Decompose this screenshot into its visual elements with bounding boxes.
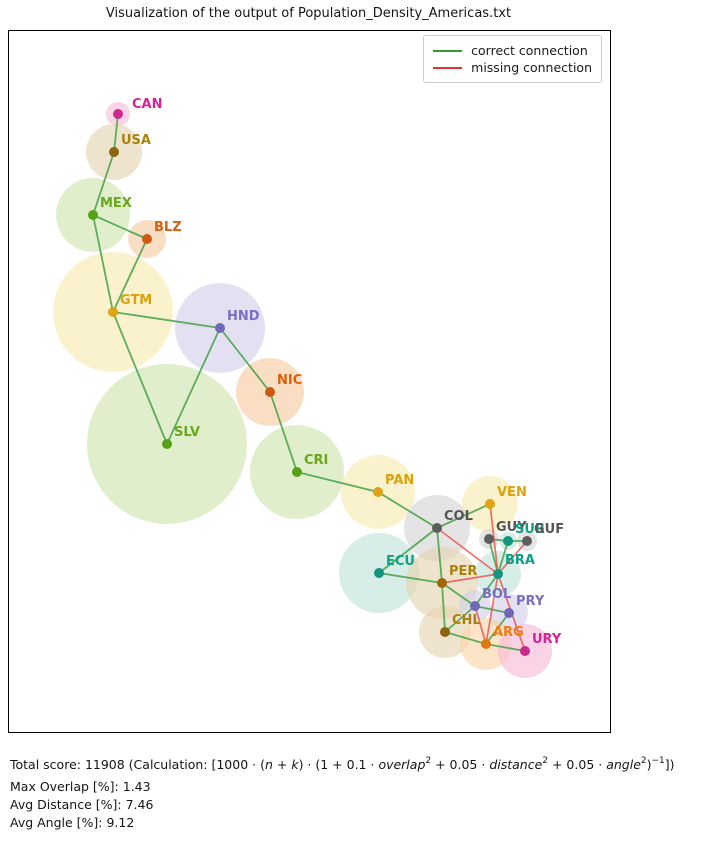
node-PRY xyxy=(504,608,514,618)
node-USA xyxy=(109,147,119,157)
label-PAN: PAN xyxy=(385,473,414,488)
edge-correct-NIC-CRI xyxy=(269,391,298,473)
label-NIC: NIC xyxy=(277,373,302,388)
label-ECU: ECU xyxy=(386,554,415,569)
edge-correct-USA-MEX xyxy=(92,151,115,216)
edge-correct-BRA-SUR xyxy=(497,540,509,575)
edge-correct-COL-ECU xyxy=(378,527,438,574)
edge-correct-PAN-COL xyxy=(377,491,438,529)
node-ECU xyxy=(374,568,384,578)
label-URY: URY xyxy=(532,632,562,647)
edge-missing-BRA-GUF xyxy=(497,540,528,575)
label-GUF: GUF xyxy=(534,522,564,537)
label-VEN: VEN xyxy=(497,485,527,500)
node-NIC xyxy=(265,387,275,397)
node-GUF xyxy=(522,536,532,546)
edge-correct-CHL-ARG xyxy=(444,631,487,645)
edge-correct-CAN-USA xyxy=(113,113,119,153)
edge-correct-PRY-ARG xyxy=(485,612,510,645)
label-PER: PER xyxy=(449,564,477,579)
node-ARG xyxy=(481,639,491,649)
label-MEX: MEX xyxy=(100,196,132,211)
edge-correct-BOL-CHL xyxy=(444,605,476,633)
node-SLV xyxy=(162,439,172,449)
node-PAN xyxy=(373,487,383,497)
edge-missing-BOL-ARG xyxy=(474,605,487,645)
network-graph: CAN USA MEX BLZ GTM HND NIC SLV CRI PAN VEN COL GUYS… xyxy=(53,97,564,678)
node-BOL xyxy=(470,601,480,611)
edge-correct-COL-VEN xyxy=(436,503,491,529)
score-summary: Total score: 11908 (Calculation: [1000 ·… xyxy=(10,753,708,832)
edge-correct-HND-SLV xyxy=(166,327,221,445)
correct-connection-line-icon xyxy=(433,49,463,52)
edge-correct-GTM-SLV xyxy=(112,311,168,445)
edge-correct-HND-NIC xyxy=(219,327,271,393)
label-HND: HND xyxy=(227,309,260,324)
legend-label-missing: missing connection xyxy=(471,60,592,75)
node-SUR xyxy=(503,536,513,546)
legend-label-correct: correct connection xyxy=(471,43,588,58)
label-GTM: GTM xyxy=(120,293,152,308)
node-HND xyxy=(215,323,225,333)
edge-correct-GTM-BLZ xyxy=(112,238,148,313)
edge-correct-MEX-BLZ xyxy=(92,214,148,240)
legend-item-missing: missing connection xyxy=(433,59,592,76)
label-CHL: CHL xyxy=(452,613,481,628)
max-overlap-line: Max Overlap [%]: 1.43 xyxy=(10,779,151,795)
edge-missing-PER-BRA xyxy=(441,573,499,584)
total-score-line: Total score: 11908 (Calculation: [1000 ·… xyxy=(10,756,675,773)
node-PER xyxy=(437,578,447,588)
label-GUY: GUY xyxy=(496,520,527,535)
edge-correct-ARG-URY xyxy=(485,643,526,652)
node-CHL xyxy=(440,627,450,637)
edge-missing-BRA-ARG xyxy=(485,573,499,645)
label-SLV: SLV xyxy=(174,425,200,440)
label-BLZ: BLZ xyxy=(154,220,182,235)
node-GTM xyxy=(108,307,118,317)
edge-correct-PER-BOL xyxy=(441,582,476,607)
label-ARG: ARG xyxy=(493,625,524,640)
node-CAN xyxy=(113,109,123,119)
plot-title: Visualization of the output of Populatio… xyxy=(105,6,512,21)
label-CAN: CAN xyxy=(132,97,162,112)
node-BRA xyxy=(493,569,503,579)
edge-correct-PER-CHL xyxy=(441,582,446,633)
edge-correct-COL-PER xyxy=(436,527,443,584)
edge-correct-MEX-GTM xyxy=(92,214,114,313)
node-CRI xyxy=(292,467,302,477)
node-BLZ xyxy=(142,234,152,244)
label-BRA: BRA xyxy=(505,553,535,568)
legend: correct connection missing connection xyxy=(423,35,602,83)
legend-item-correct: correct connection xyxy=(433,42,592,59)
node-VEN xyxy=(485,499,495,509)
label-BOL: BOL xyxy=(482,587,511,602)
label-USA: USA xyxy=(121,133,151,148)
avg-distance-line: Avg Distance [%]: 7.46 xyxy=(10,797,154,813)
label-CRI: CRI xyxy=(304,453,328,468)
edge-correct-BOL-BRA xyxy=(474,573,499,607)
label-SUR: SUR xyxy=(515,522,545,537)
node-COL xyxy=(432,523,442,533)
node-URY xyxy=(520,646,530,656)
edge-missing-COL-BRA xyxy=(436,527,499,575)
avg-angle-line: Avg Angle [%]: 9.12 xyxy=(10,815,135,831)
edge-correct-GTM-HND xyxy=(112,311,221,329)
missing-connection-line-icon xyxy=(433,66,463,69)
edge-correct-ECU-PER xyxy=(378,572,443,584)
plot-area: CAN USA MEX BLZ GTM HND NIC SLV CRI PAN VEN COL GUY S… xyxy=(8,30,611,733)
node-GUY xyxy=(484,534,494,544)
label-COL: COL xyxy=(444,509,473,524)
node-MEX xyxy=(88,210,98,220)
edge-correct-CRI-PAN xyxy=(296,471,379,493)
label-PRY: PRY xyxy=(516,594,545,609)
